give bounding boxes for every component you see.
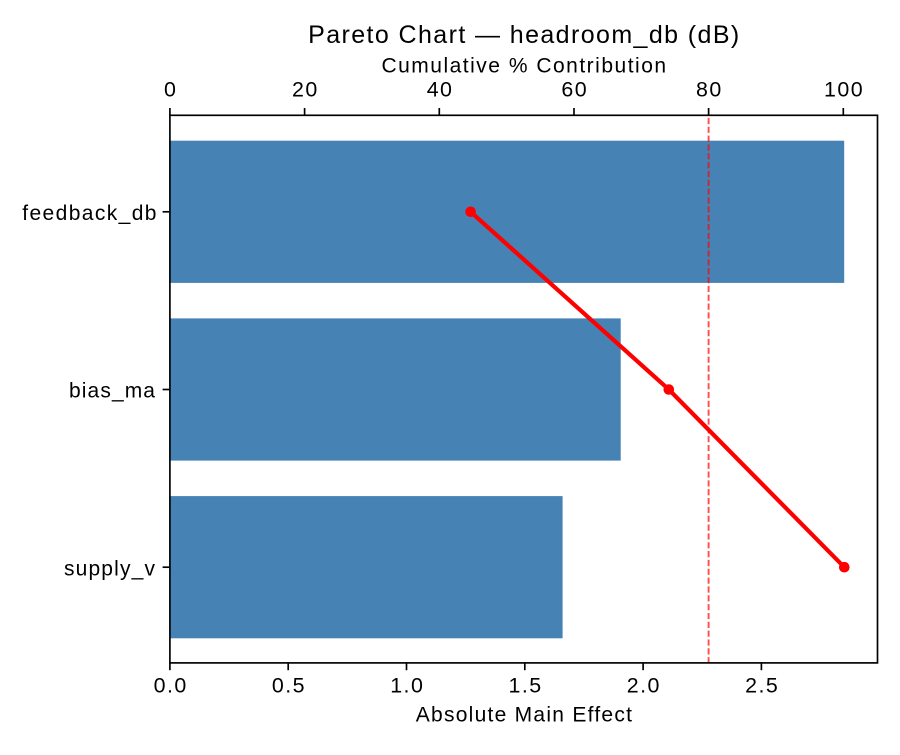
svg-text:0: 0 xyxy=(164,78,177,102)
svg-text:2.0: 2.0 xyxy=(627,674,661,698)
svg-text:0.0: 0.0 xyxy=(154,674,188,698)
svg-text:60: 60 xyxy=(561,78,588,102)
svg-text:80: 80 xyxy=(696,78,723,102)
svg-text:20: 20 xyxy=(292,78,319,102)
svg-text:feedback_db: feedback_db xyxy=(22,202,158,225)
svg-text:Absolute Main Effect: Absolute Main Effect xyxy=(416,704,633,727)
svg-text:bias_ma: bias_ma xyxy=(69,380,156,403)
svg-text:0.5: 0.5 xyxy=(272,674,306,698)
svg-text:2.5: 2.5 xyxy=(745,674,779,698)
svg-text:40: 40 xyxy=(427,78,454,102)
svg-text:100: 100 xyxy=(824,78,864,102)
svg-text:1.5: 1.5 xyxy=(509,674,543,698)
svg-text:Pareto Chart — headroom_db (dB: Pareto Chart — headroom_db (dB) xyxy=(308,21,741,49)
svg-text:supply_v: supply_v xyxy=(64,557,156,580)
svg-text:Cumulative % Contribution: Cumulative % Contribution xyxy=(381,54,667,77)
svg-text:1.0: 1.0 xyxy=(390,674,424,698)
